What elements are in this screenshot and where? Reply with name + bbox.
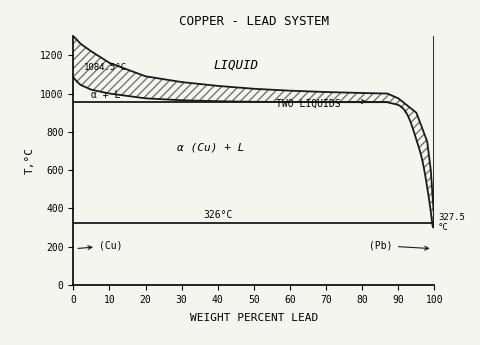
Text: 327.5
°C: 327.5 °C <box>438 213 465 232</box>
Text: TWO LIQUIDS: TWO LIQUIDS <box>276 99 365 109</box>
Text: α + L: α + L <box>91 89 121 99</box>
Title: COPPER - LEAD SYSTEM: COPPER - LEAD SYSTEM <box>179 15 329 28</box>
Y-axis label: T,°C: T,°C <box>24 147 35 174</box>
Text: (Cu): (Cu) <box>78 241 122 251</box>
Text: LIQUID: LIQUID <box>213 58 258 71</box>
Text: 1084.5°C: 1084.5°C <box>84 63 127 72</box>
Text: α (Cu) + L: α (Cu) + L <box>177 142 244 152</box>
X-axis label: WEIGHT PERCENT LEAD: WEIGHT PERCENT LEAD <box>190 313 318 323</box>
Text: 326°C: 326°C <box>203 210 232 220</box>
Text: (Pb): (Pb) <box>370 241 429 251</box>
